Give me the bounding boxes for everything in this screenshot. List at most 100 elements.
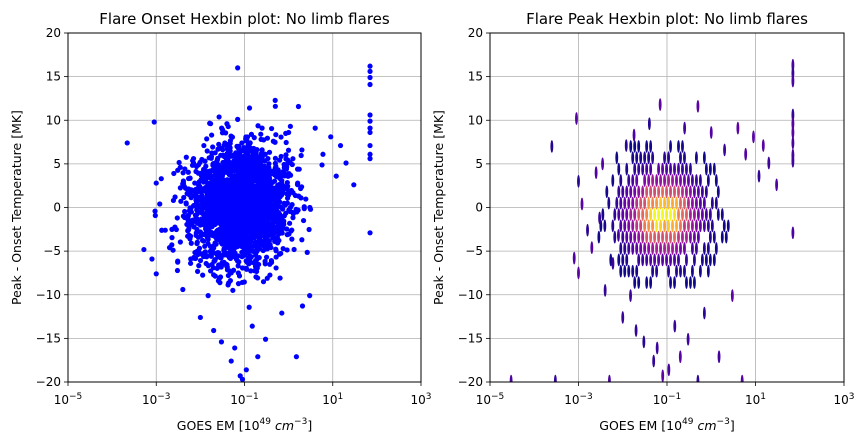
scatter-point [211,168,217,174]
scatter-point [194,248,200,254]
scatter-point [219,127,226,133]
scatter-point [219,215,225,221]
scatter-point [300,217,307,224]
hexbin-cell [637,185,641,199]
scatter-point [184,190,190,197]
hexbin-cell [661,230,664,244]
x-tick-label-exponent: −1 [668,392,681,402]
x-axis-label-close: ] [307,418,312,433]
x-tick-label-base: 10 [142,393,157,407]
scatter-point [218,239,224,245]
hexbin-cell [598,211,602,225]
hexbin-cell [685,253,688,267]
scatter-point [203,163,209,169]
hexbin-cell [671,174,674,187]
hexbin-cell [696,230,700,244]
hexbin-cell [611,256,615,270]
hexbin-cell [712,230,716,244]
scatter-point [233,150,239,156]
scatter-point [241,220,248,226]
hexbin-cell [671,196,674,210]
hexbin-cell [669,162,672,176]
y-tick-label: 0 [475,201,483,215]
scatter-point [239,160,245,166]
scatter-point [266,202,272,208]
hexbin-cell [689,185,692,199]
hexbin-cell [687,174,690,187]
hexbin-cell [691,174,694,187]
scatter-point [299,147,305,153]
hexbin-cell [608,374,611,382]
scatter-point [296,193,302,199]
onset-scatter-panel: Flare Onset Hexbin plot: No limb flares … [9,10,432,433]
x-axis-label-unit: cm [275,418,294,433]
hexbin-cell [677,185,680,199]
hexbin-cell [635,196,639,210]
hexbin-cell [649,162,653,176]
scatter-point [199,172,205,178]
scatter-point [221,259,227,265]
y-tick-label: 15 [468,70,483,84]
scatter-point [367,151,373,157]
hexbin-cell [667,196,670,210]
hexbin-cell [700,185,704,199]
scatter-point [242,148,248,154]
hexbin-cell [607,196,611,210]
scatter-point [280,246,286,252]
x-tick-label: 101 [745,392,766,407]
hexbin-cell [696,185,700,199]
scatter-point [246,304,252,310]
hexbin-cell [687,196,690,210]
scatter-point [278,134,284,140]
hexbin-cell [677,208,680,221]
hexbin-cell [761,139,765,152]
y-tick-label: −15 [36,331,61,345]
x-tick-label: 10−1 [230,392,259,407]
scatter-point [272,103,278,109]
scatter-point [181,194,187,201]
scatter-point [287,160,293,166]
scatter-point [259,125,265,131]
scatter-point [209,150,215,156]
scatter-point [275,167,281,173]
scatter-point [277,275,283,281]
hexbin-cell [649,140,653,153]
scatter-point [230,253,236,259]
hexbin-cell [710,219,714,233]
hexbin-cell [645,162,649,176]
scatter-point [229,153,235,159]
hexbin-cell [702,242,706,255]
scatter-point [194,193,200,200]
scatter-point [271,178,278,184]
hexbin-cell [669,276,672,289]
scatter-point [201,142,207,149]
hexbin-cell [631,264,635,278]
scatter-point [166,245,173,251]
scatter-point [261,206,267,212]
scatter-point [267,272,273,278]
hexbin-cell [594,166,598,179]
y-tick-label: 5 [53,157,61,171]
scatter-point [219,181,225,188]
scatter-point [209,132,215,138]
hexbin-cell [663,151,666,165]
hexbin-cell [642,335,646,349]
hexbin-cell [685,208,688,221]
scatter-point [243,168,249,174]
hexbin-cell [683,151,686,165]
hexbin-cell [661,185,664,199]
hexbin-cell [669,230,672,244]
hexbin-cell [691,242,694,255]
scatter-point [151,119,157,125]
hexbin-cell [710,196,714,210]
scatter-point [270,232,276,239]
hexbin-cell [619,219,623,233]
scatter-point [187,175,193,181]
hexbin-cell [647,242,651,255]
hexbin-cell [681,162,684,176]
scatter-point [207,121,214,127]
hexbin-cell [723,143,726,157]
x-tick-label-exponent: −3 [157,392,170,402]
hexbin-cell [696,99,700,113]
scatter-point [279,310,285,316]
